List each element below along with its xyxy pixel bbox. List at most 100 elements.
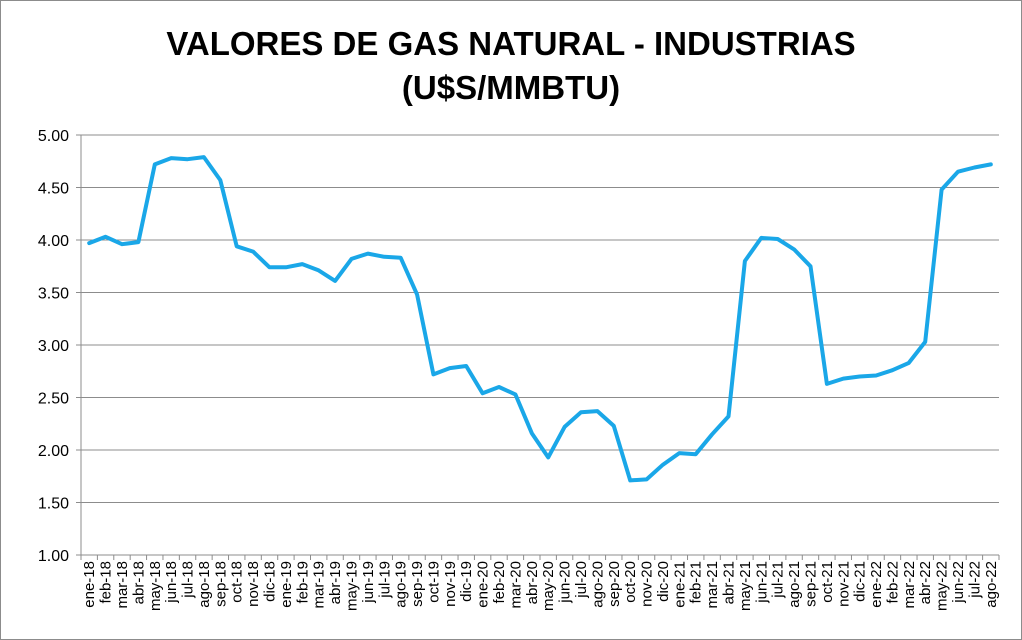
- data-point: [595, 409, 599, 413]
- data-point: [661, 463, 665, 467]
- x-tick-label: jun-22: [950, 561, 967, 604]
- x-tick-label: feb-20: [491, 561, 508, 604]
- data-point: [612, 424, 616, 428]
- x-tick-label: dic-19: [458, 561, 475, 602]
- x-tick-label: feb-21: [688, 561, 705, 604]
- x-tick-label: may-21: [737, 561, 754, 611]
- x-tick-label: dic-21: [852, 561, 869, 602]
- data-point: [497, 385, 501, 389]
- x-tick-label: sep-21: [802, 561, 819, 607]
- y-tick-label: 4.00: [38, 233, 69, 250]
- x-tick-label: ene-19: [278, 561, 295, 608]
- x-tick-label: jul-19: [376, 561, 393, 599]
- data-point: [104, 235, 108, 239]
- x-tick-label: nov-20: [639, 561, 656, 607]
- x-tick-label: nov-19: [442, 561, 459, 607]
- data-point: [268, 265, 272, 269]
- data-point: [808, 264, 812, 268]
- x-tick-label: ene-21: [671, 561, 688, 608]
- x-tick-label: feb-22: [884, 561, 901, 604]
- chart-title: VALORES DE GAS NATURAL - INDUSTRIAS: [166, 25, 856, 62]
- x-tick-label: sep-20: [606, 561, 623, 607]
- data-point: [694, 452, 698, 456]
- data-point: [923, 340, 927, 344]
- x-tick-label: ene-18: [81, 561, 98, 608]
- data-point: [300, 262, 304, 266]
- x-tick-label: ago-21: [786, 561, 803, 608]
- data-point: [972, 166, 976, 170]
- y-tick-label: 1.50: [38, 496, 69, 513]
- x-tick-label: ago-22: [983, 561, 1000, 608]
- data-point: [645, 477, 649, 481]
- data-point: [431, 372, 435, 376]
- data-point: [628, 478, 632, 482]
- x-tick-label: jul-18: [180, 561, 197, 599]
- x-tick-labels: ene-18 feb-18 mar-18 abr-18 may-18 jun-18 jul-…: [81, 561, 1000, 611]
- data-point: [546, 455, 550, 459]
- x-tick-label: jun-20: [557, 561, 574, 604]
- x-tick-label: oct-20: [622, 561, 639, 603]
- data-point: [448, 366, 452, 370]
- x-tick-label: ene-22: [868, 561, 885, 608]
- data-point: [333, 279, 337, 283]
- data-point: [727, 414, 731, 418]
- y-tick-label: 2.00: [38, 443, 69, 460]
- x-tick-label: jun-21: [753, 561, 770, 604]
- data-point: [251, 250, 255, 254]
- x-tick-label: may-19: [343, 561, 360, 611]
- data-point: [136, 240, 140, 244]
- data-point: [907, 361, 911, 365]
- x-tick-label: mar-20: [507, 561, 524, 609]
- data-point: [317, 268, 321, 272]
- y-tick-label: 4.50: [38, 181, 69, 198]
- y-tick-label: 5.00: [38, 128, 69, 145]
- data-point: [153, 162, 157, 166]
- x-tick-label: mar-18: [114, 561, 131, 609]
- x-tick-label: oct-18: [229, 561, 246, 603]
- x-tick-label: may-20: [540, 561, 557, 611]
- data-point: [792, 247, 796, 251]
- data-point: [579, 410, 583, 414]
- data-point: [530, 431, 534, 435]
- data-point: [759, 236, 763, 240]
- data-point: [366, 252, 370, 256]
- x-tick-label: oct-19: [425, 561, 442, 603]
- data-point: [399, 256, 403, 260]
- data-point: [890, 368, 894, 372]
- x-tick-label: sep-18: [212, 561, 229, 607]
- y-tick-label: 3.00: [38, 338, 69, 355]
- x-tick-label: abr-21: [721, 561, 738, 604]
- data-point: [776, 237, 780, 241]
- x-tick-label: jun-18: [163, 561, 180, 604]
- data-point: [349, 257, 353, 261]
- data-point: [235, 244, 239, 248]
- x-tick-label: abr-20: [524, 561, 541, 604]
- data-point: [841, 377, 845, 381]
- data-point: [87, 241, 91, 245]
- x-tick-label: feb-18: [98, 561, 115, 604]
- data-point: [481, 391, 485, 395]
- gridlines: [81, 134, 999, 503]
- data-point: [710, 432, 714, 436]
- x-tick-label: ago-18: [196, 561, 213, 608]
- data-point: [989, 162, 993, 166]
- data-point: [563, 425, 567, 429]
- data-point: [415, 293, 419, 297]
- x-tick-label: abr-22: [917, 561, 934, 604]
- data-point: [825, 382, 829, 386]
- data-point: [218, 178, 222, 182]
- y-tick-labels: 1.00 1.50 2.00 2.50 3.00 3.50 4.00 4.50 5.00: [38, 128, 69, 565]
- x-tick-label: dic-18: [262, 561, 279, 602]
- series-line: [87, 155, 993, 483]
- data-point: [120, 242, 124, 246]
- data-point: [874, 373, 878, 377]
- data-point: [284, 265, 288, 269]
- x-tick-label: jul-21: [770, 561, 787, 599]
- data-point: [743, 259, 747, 263]
- x-tick-label: mar-19: [311, 561, 328, 609]
- x-tick-label: ene-20: [475, 561, 492, 608]
- x-tick-label: abr-18: [130, 561, 147, 604]
- data-point: [382, 255, 386, 259]
- x-tick-label: nov-18: [245, 561, 262, 607]
